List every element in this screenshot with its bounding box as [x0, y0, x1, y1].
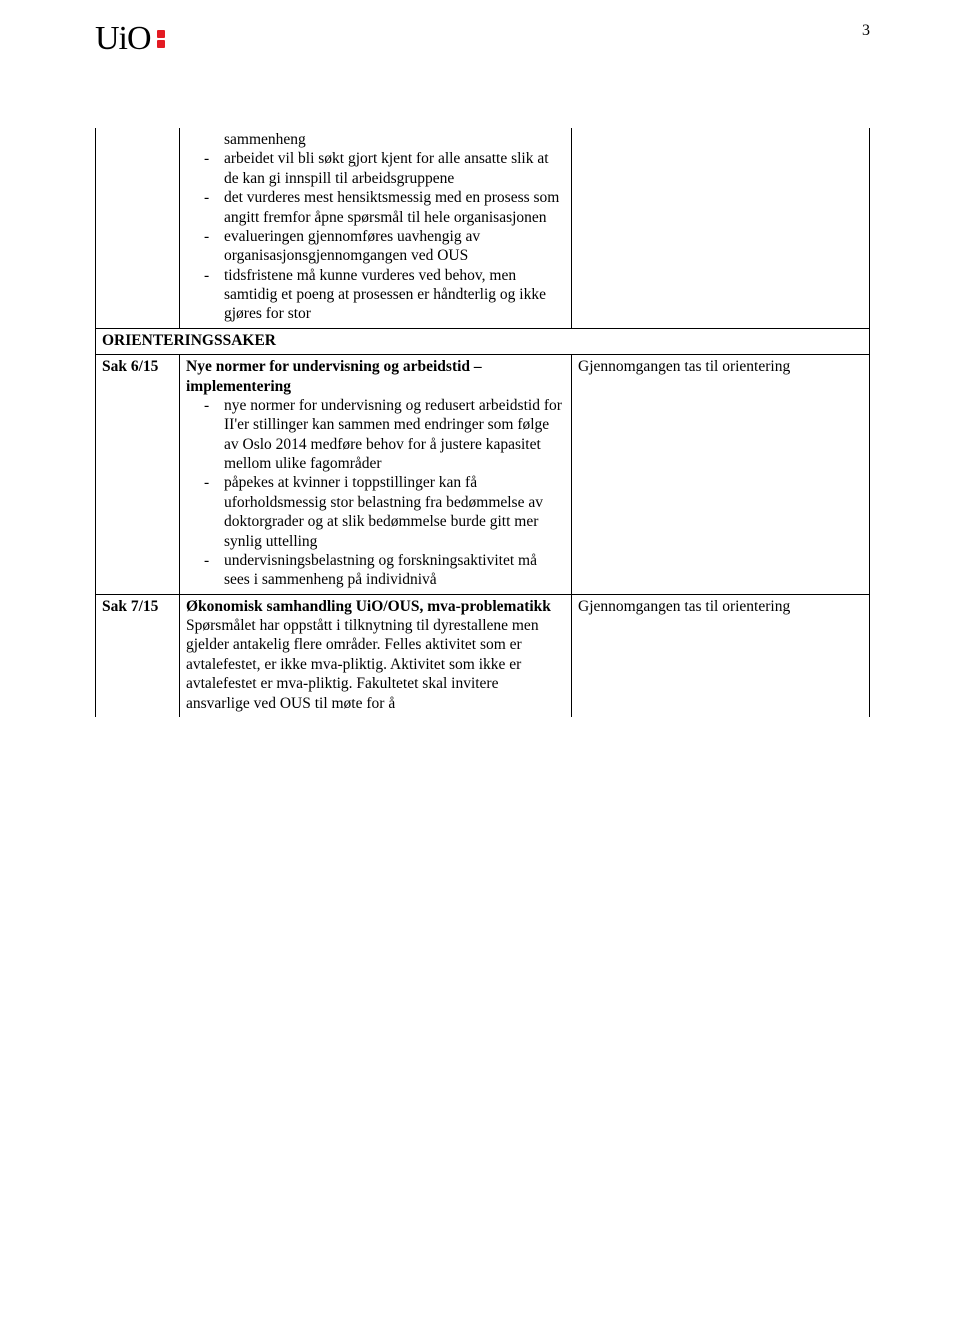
page-container: UiO 3 sammenheng arbeidet vil bli søkt g… [0, 0, 960, 717]
table-row: sammenheng arbeidet vil bli søkt gjort k… [96, 128, 870, 328]
sak6-right-cell: Gjennomgangen tas til orientering [572, 355, 870, 595]
logo: UiO [95, 20, 165, 58]
table-row: Sak 6/15 Nye normer for undervisning og … [96, 355, 870, 595]
list-item: evalueringen gjennomføres uavhengig av o… [186, 227, 565, 266]
cell-top-body: sammenheng arbeidet vil bli søkt gjort k… [180, 128, 572, 328]
sak6-title: Nye normer for undervisning og arbeidsti… [186, 357, 565, 396]
sak7-title: Økonomisk samhandling UiO/OUS, mva-probl… [186, 597, 565, 616]
page-number: 3 [862, 22, 870, 40]
top-list: arbeidet vil bli søkt gjort kjent for al… [186, 149, 565, 323]
sak7-id-cell: Sak 7/15 [96, 594, 180, 717]
list-item: nye normer for undervisning og redusert … [186, 396, 565, 474]
sak7-right-cell: Gjennomgangen tas til orientering [572, 594, 870, 717]
section-header-row: ORIENTERINGSSAKER [96, 328, 870, 354]
sak6-body-cell: Nye normer for undervisning og arbeidsti… [180, 355, 572, 595]
sak7-id: Sak 7/15 [102, 598, 158, 615]
logo-text: UiO [95, 20, 151, 58]
sak7-body: Spørsmålet har oppstått i tilknytning ti… [186, 616, 565, 713]
table-row: Sak 7/15 Økonomisk samhandling UiO/OUS, … [96, 594, 870, 717]
sak6-id: Sak 6/15 [102, 358, 158, 375]
sak7-body-cell: Økonomisk samhandling UiO/OUS, mva-probl… [180, 594, 572, 717]
list-item: tidsfristene må kunne vurderes ved behov… [186, 266, 565, 324]
document-table: sammenheng arbeidet vil bli søkt gjort k… [95, 128, 870, 717]
list-item: påpekes at kvinner i toppstillinger kan … [186, 473, 565, 551]
cell-right-empty [572, 128, 870, 328]
lead-word: sammenheng [186, 130, 565, 149]
section-header-cell: ORIENTERINGSSAKER [96, 328, 870, 354]
list-item: arbeidet vil bli søkt gjort kjent for al… [186, 149, 565, 188]
list-item: det vurderes mest hensiktsmessig med en … [186, 188, 565, 227]
list-item: undervisningsbelastning og forskningsakt… [186, 551, 565, 590]
sak6-list: nye normer for undervisning og redusert … [186, 396, 565, 590]
logo-dots-icon [157, 30, 165, 48]
sak6-id-cell: Sak 6/15 [96, 355, 180, 595]
page-header: UiO 3 [95, 20, 870, 58]
cell-id-empty [96, 128, 180, 328]
